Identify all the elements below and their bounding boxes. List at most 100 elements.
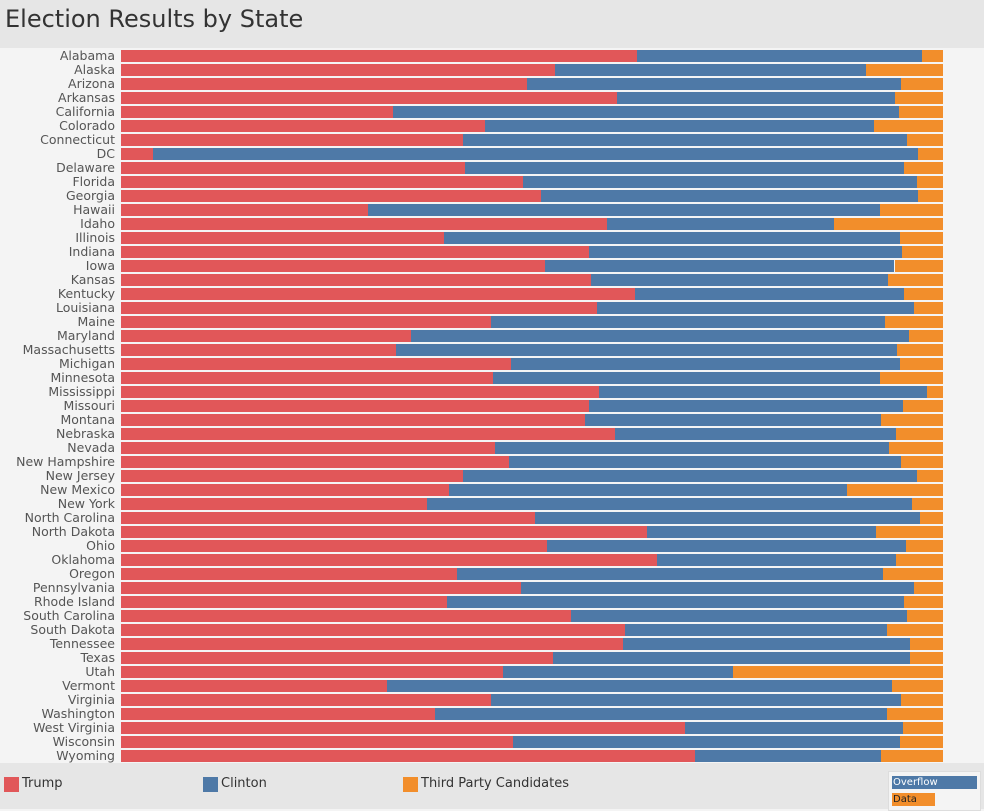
- bar-trump[interactable]: [121, 176, 523, 188]
- bar-trump[interactable]: [121, 414, 585, 426]
- bar-trump[interactable]: [121, 246, 589, 258]
- bar-third-party-candidates[interactable]: [896, 554, 943, 566]
- bar-trump[interactable]: [121, 162, 465, 174]
- bar-clinton[interactable]: [656, 554, 897, 566]
- legend-label-third-party[interactable]: Third Party Candidates: [421, 776, 570, 791]
- bar-clinton[interactable]: [411, 330, 910, 342]
- bar-trump[interactable]: [121, 708, 435, 720]
- bar-trump[interactable]: [121, 582, 522, 594]
- bar-trump[interactable]: [121, 218, 607, 230]
- bar-third-party-candidates[interactable]: [903, 162, 943, 174]
- legend-swatch-clinton[interactable]: [203, 777, 218, 792]
- legend-swatch-third-party[interactable]: [403, 777, 418, 792]
- bar-third-party-candidates[interactable]: [906, 540, 943, 552]
- bar-third-party-candidates[interactable]: [880, 414, 943, 426]
- bar-clinton[interactable]: [367, 204, 880, 216]
- bar-clinton[interactable]: [637, 50, 923, 62]
- legend-label-clinton[interactable]: Clinton: [221, 776, 267, 791]
- bar-third-party-candidates[interactable]: [896, 428, 943, 440]
- bar-clinton[interactable]: [541, 190, 919, 202]
- bar-third-party-candidates[interactable]: [901, 694, 943, 706]
- bar-trump[interactable]: [121, 372, 494, 384]
- bar-third-party-candidates[interactable]: [887, 708, 943, 720]
- bar-third-party-candidates[interactable]: [899, 106, 943, 118]
- bar-trump[interactable]: [121, 274, 592, 286]
- bar-trump[interactable]: [121, 288, 635, 300]
- bar-third-party-candidates[interactable]: [910, 638, 943, 650]
- bar-trump[interactable]: [121, 624, 625, 636]
- bar-trump[interactable]: [121, 596, 448, 608]
- bar-clinton[interactable]: [396, 344, 897, 356]
- bar-clinton[interactable]: [462, 134, 907, 146]
- bar-clinton[interactable]: [464, 162, 904, 174]
- bar-clinton[interactable]: [606, 218, 834, 230]
- bar-third-party-candidates[interactable]: [902, 400, 943, 412]
- bar-trump[interactable]: [121, 526, 648, 538]
- bar-trump[interactable]: [121, 358, 511, 370]
- bar-trump[interactable]: [121, 736, 514, 748]
- bar-third-party-candidates[interactable]: [919, 512, 943, 524]
- bar-third-party-candidates[interactable]: [892, 680, 943, 692]
- bar-trump[interactable]: [121, 470, 463, 482]
- bar-clinton[interactable]: [545, 260, 895, 272]
- bar-third-party-candidates[interactable]: [922, 50, 943, 62]
- bar-trump[interactable]: [121, 694, 491, 706]
- bar-clinton[interactable]: [615, 428, 897, 440]
- bar-clinton[interactable]: [447, 596, 905, 608]
- bar-clinton[interactable]: [684, 722, 903, 734]
- bar-trump[interactable]: [121, 302, 597, 314]
- bar-trump[interactable]: [121, 386, 600, 398]
- bar-trump[interactable]: [121, 78, 528, 90]
- bar-third-party-candidates[interactable]: [914, 582, 943, 594]
- bar-trump[interactable]: [121, 344, 397, 356]
- bar-third-party-candidates[interactable]: [901, 246, 943, 258]
- bar-clinton[interactable]: [647, 526, 877, 538]
- bar-third-party-candidates[interactable]: [901, 78, 943, 90]
- bar-trump[interactable]: [121, 484, 449, 496]
- bar-clinton[interactable]: [503, 666, 733, 678]
- bar-trump[interactable]: [121, 680, 388, 692]
- bar-clinton[interactable]: [623, 638, 911, 650]
- bar-clinton[interactable]: [546, 540, 906, 552]
- bar-trump[interactable]: [121, 428, 616, 440]
- bar-trump[interactable]: [121, 554, 657, 566]
- bar-third-party-candidates[interactable]: [846, 484, 943, 496]
- bar-third-party-candidates[interactable]: [916, 176, 943, 188]
- bar-third-party-candidates[interactable]: [918, 148, 943, 160]
- bar-third-party-candidates[interactable]: [882, 568, 943, 580]
- bar-third-party-candidates[interactable]: [900, 232, 943, 244]
- bar-clinton[interactable]: [588, 400, 903, 412]
- bar-third-party-candidates[interactable]: [881, 750, 943, 762]
- bar-third-party-candidates[interactable]: [916, 470, 943, 482]
- bar-trump[interactable]: [121, 666, 504, 678]
- bar-trump[interactable]: [121, 456, 509, 468]
- bar-trump[interactable]: [121, 232, 445, 244]
- bar-clinton[interactable]: [485, 120, 874, 132]
- legend-label-trump[interactable]: Trump: [22, 776, 63, 791]
- bar-clinton[interactable]: [522, 176, 917, 188]
- bar-trump[interactable]: [121, 442, 495, 454]
- bar-clinton[interactable]: [462, 470, 917, 482]
- bar-third-party-candidates[interactable]: [900, 358, 943, 370]
- bar-trump[interactable]: [121, 134, 463, 146]
- bar-third-party-candidates[interactable]: [901, 456, 943, 468]
- bar-clinton[interactable]: [387, 680, 893, 692]
- bar-third-party-candidates[interactable]: [911, 498, 943, 510]
- bar-third-party-candidates[interactable]: [902, 722, 943, 734]
- bar-third-party-candidates[interactable]: [873, 120, 943, 132]
- bar-third-party-candidates[interactable]: [906, 134, 943, 146]
- bar-trump[interactable]: [121, 638, 624, 650]
- bar-clinton[interactable]: [444, 232, 901, 244]
- bar-clinton[interactable]: [495, 442, 889, 454]
- bar-clinton[interactable]: [393, 106, 900, 118]
- bar-clinton[interactable]: [588, 246, 902, 258]
- bar-trump[interactable]: [121, 722, 685, 734]
- bar-clinton[interactable]: [435, 708, 888, 720]
- bar-clinton[interactable]: [510, 358, 901, 370]
- bar-third-party-candidates[interactable]: [887, 624, 943, 636]
- bar-clinton[interactable]: [521, 582, 915, 594]
- bar-third-party-candidates[interactable]: [918, 190, 943, 202]
- bar-third-party-candidates[interactable]: [865, 64, 943, 76]
- bar-clinton[interactable]: [599, 386, 928, 398]
- bar-third-party-candidates[interactable]: [914, 302, 943, 314]
